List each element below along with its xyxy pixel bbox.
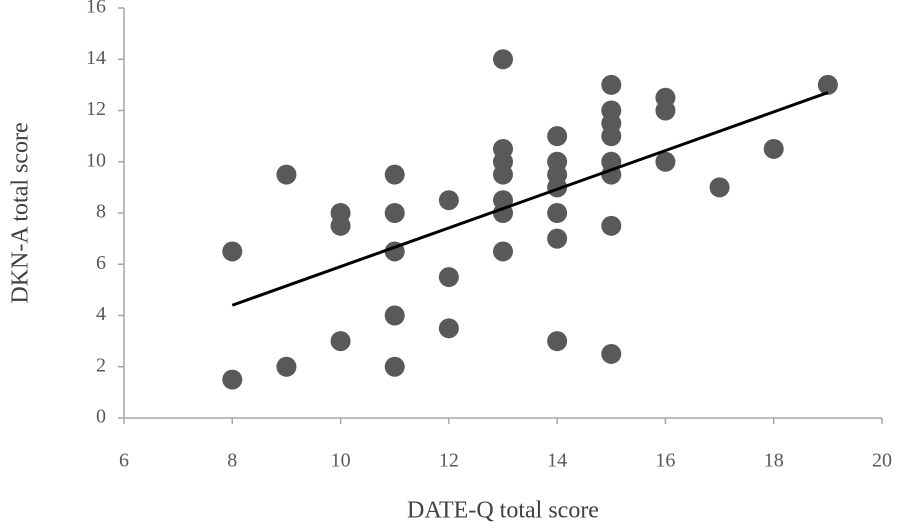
point bbox=[222, 369, 243, 390]
x-tick-label: 12 bbox=[439, 450, 459, 472]
point bbox=[547, 126, 568, 147]
x-tick-label: 18 bbox=[764, 450, 784, 472]
point bbox=[384, 203, 405, 223]
y-tick-label: 6 bbox=[96, 252, 106, 274]
y-tick-label: 14 bbox=[86, 47, 106, 69]
point bbox=[817, 74, 838, 95]
y-tick-label: 8 bbox=[96, 201, 106, 223]
point bbox=[547, 331, 568, 352]
x-tick-label: 20 bbox=[872, 450, 892, 472]
point bbox=[547, 228, 568, 249]
point bbox=[330, 215, 351, 236]
point bbox=[601, 126, 622, 147]
point bbox=[655, 100, 676, 121]
point bbox=[763, 138, 784, 159]
point bbox=[601, 74, 622, 95]
x-axis-title: DATE-Q total score bbox=[407, 498, 599, 524]
point bbox=[601, 215, 622, 236]
y-tick-label: 10 bbox=[86, 149, 106, 171]
x-tick-label: 8 bbox=[227, 450, 237, 472]
y-axis-title: DKN-A total score bbox=[8, 122, 34, 303]
y-tick-label: 12 bbox=[86, 98, 106, 120]
point bbox=[222, 241, 243, 262]
trendline bbox=[231, 91, 829, 307]
point bbox=[493, 164, 513, 185]
x-tick-label: 14 bbox=[547, 450, 567, 472]
point bbox=[276, 356, 297, 377]
point bbox=[384, 305, 405, 326]
point bbox=[601, 343, 622, 364]
x-tick-label: 16 bbox=[655, 450, 675, 472]
point bbox=[438, 190, 459, 211]
point bbox=[438, 267, 459, 288]
y-tick-label: 2 bbox=[96, 354, 106, 376]
point bbox=[276, 164, 297, 185]
point bbox=[547, 203, 568, 223]
x-tick-label: 6 bbox=[119, 450, 129, 472]
point bbox=[709, 177, 730, 198]
point bbox=[330, 331, 351, 352]
point bbox=[384, 164, 405, 185]
point bbox=[438, 318, 459, 339]
point bbox=[493, 49, 513, 70]
x-tick-label: 10 bbox=[331, 450, 351, 472]
point bbox=[655, 151, 676, 172]
y-tick-label: 4 bbox=[96, 303, 106, 325]
point bbox=[493, 241, 513, 262]
point bbox=[384, 356, 405, 377]
y-tick-label: 16 bbox=[86, 0, 106, 18]
y-tick-label: 0 bbox=[96, 406, 106, 428]
